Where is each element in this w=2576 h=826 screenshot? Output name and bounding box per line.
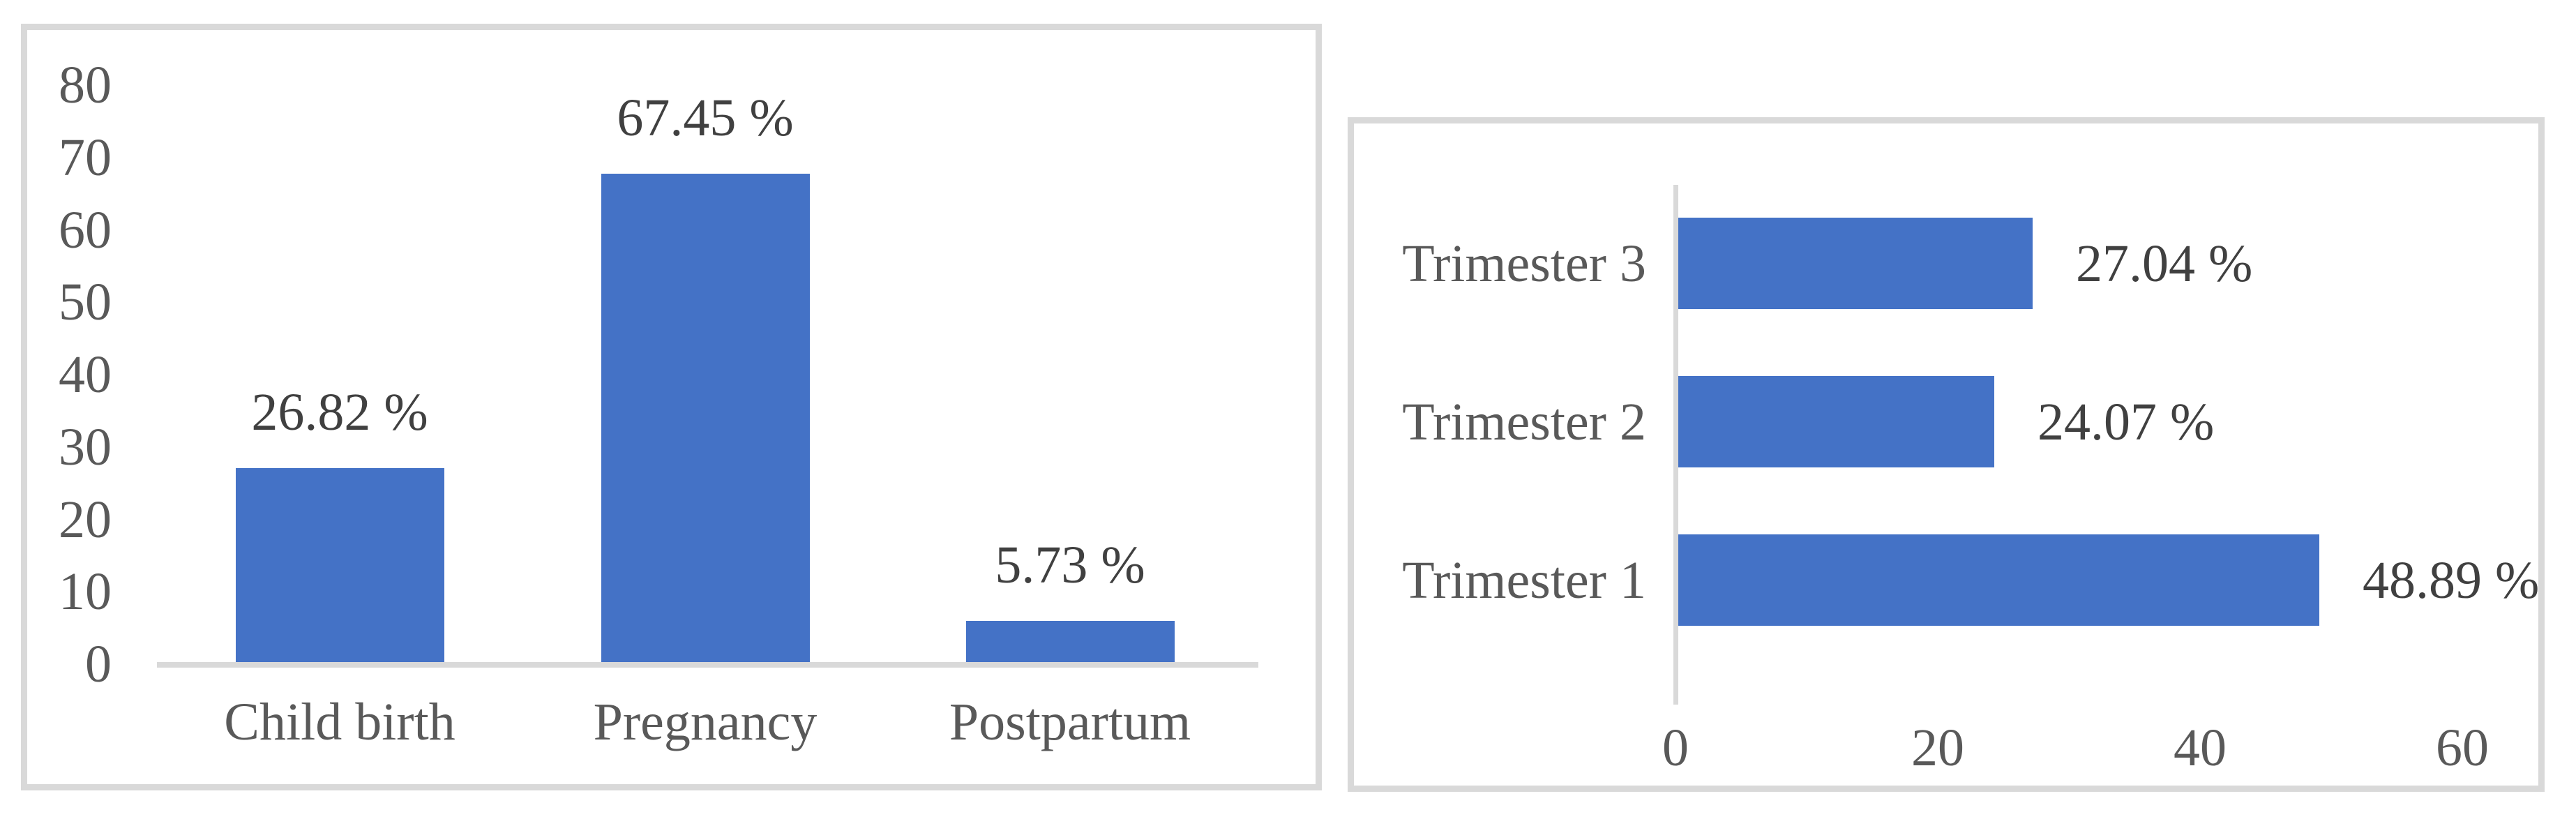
vertical-bar-chart-panel [21,24,1322,790]
horizontal-bar-chart-panel [1348,117,2545,792]
